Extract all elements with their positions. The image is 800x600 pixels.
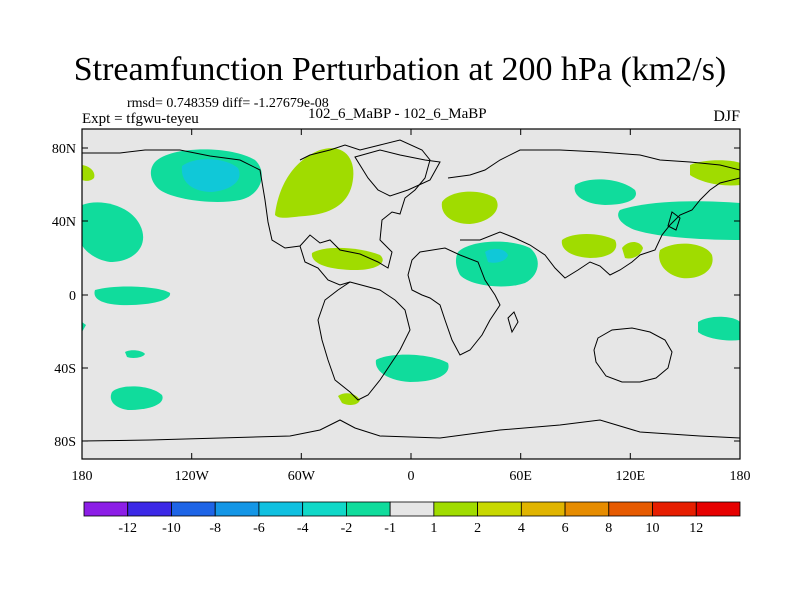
neg-core-north-pacific (181, 159, 240, 192)
pos-region-arabia (561, 234, 617, 258)
colorbar-swatch (171, 501, 216, 517)
colorbar-label: -2 (341, 521, 353, 536)
lat-tick-label: 0 (69, 289, 76, 304)
coast-central-america (299, 245, 351, 286)
colorbar-label: 12 (689, 521, 703, 536)
coast-japan (667, 211, 681, 231)
pos-region-north-america (275, 148, 354, 218)
colorbar-swatch (258, 501, 304, 517)
colorbar-swatch (345, 501, 391, 517)
colorbar-swatch (127, 501, 172, 517)
pos-region-atlantic (311, 247, 383, 270)
neg-region-pacific-40n (82, 202, 144, 262)
cases-label: 102_6_MaBP - 102_6_MaBP (308, 106, 487, 122)
colorbar-swatch (389, 501, 435, 517)
coast-eurasia (447, 149, 740, 279)
coast-madagascar (507, 311, 519, 334)
colorbar-label: 6 (562, 521, 569, 536)
coast-south-america (317, 281, 411, 401)
lon-tick-label: 180 (72, 469, 93, 484)
coast-africa (407, 247, 501, 356)
neg-region-north-asia (574, 179, 636, 205)
neg-region-south-pacific (110, 386, 163, 410)
coast-greenland (354, 149, 441, 197)
lat-tick-labels: 80N 40N 0 40S 80S (52, 142, 76, 450)
colorbar-labels: -12 -10 -8 -6 -4 -2 -1 1 2 4 6 8 10 12 (118, 521, 703, 536)
colorbar-label: 2 (474, 521, 481, 536)
coast-australia (593, 327, 673, 383)
neg-region-north-america-east (94, 286, 171, 306)
pos-region-west-pacific (659, 243, 713, 279)
colorbar-swatch (652, 501, 697, 517)
colorbar-swatch (608, 501, 653, 517)
colorbar-label: 4 (518, 521, 525, 536)
colorbar-label: 1 (430, 521, 437, 536)
neg-region-south-atlantic (375, 354, 449, 382)
colorbar-swatch (302, 501, 347, 517)
coast-antarctica (82, 419, 740, 442)
colorbar-swatch (83, 501, 129, 517)
lon-axis (81, 129, 741, 459)
colorbar-swatch (695, 501, 741, 517)
colorbar-label: -10 (162, 521, 181, 536)
lon-tick-labels: 180 120W 60W 0 60E 120E 180 (72, 469, 751, 484)
stats-label: rmsd= 0.748359 diff= -1.27679e-08 (127, 96, 329, 111)
lat-tick-label: 80S (54, 435, 76, 450)
colorbar-label: 8 (605, 521, 612, 536)
neg-region-south-indian (698, 316, 740, 341)
pos-region-west-edge (82, 165, 95, 181)
pos-region-india (622, 242, 643, 259)
lat-tick-label: 40S (54, 362, 76, 377)
colorbar-swatch (214, 501, 260, 517)
neg-region-africa-asia (455, 241, 538, 287)
colorbar-swatch (520, 501, 566, 517)
colorbar (83, 501, 741, 517)
pos-region-europe (441, 191, 498, 224)
neg-region-pacific-40n-east (82, 205, 86, 245)
colorbar-label: -1 (384, 521, 396, 536)
neg-region-small-pacific (125, 350, 145, 358)
map-title: Streamfunction Perturbation at 200 hPa (… (73, 51, 727, 88)
season-label: DJF (713, 108, 740, 125)
neg-core-africa-asia (485, 248, 508, 263)
lon-tick-label: 60E (509, 469, 532, 484)
colorbar-swatch (477, 501, 522, 517)
coastlines (82, 139, 740, 442)
lat-tick-label: 80N (52, 142, 76, 157)
lat-axis (82, 147, 740, 442)
colorbar-label: 10 (646, 521, 660, 536)
lon-tick-label: 60W (288, 469, 316, 484)
experiment-label: Expt = tfgwu-teyeu (82, 111, 199, 127)
lon-tick-label: 0 (408, 469, 415, 484)
neg-region-west-edge (82, 322, 86, 332)
lon-tick-label: 180 (730, 469, 751, 484)
colorbar-swatch (433, 501, 479, 517)
colorbar-label: -6 (253, 521, 265, 536)
lon-tick-label: 120E (616, 469, 646, 484)
lon-tick-label: 120W (175, 469, 210, 484)
lat-tick-label: 40N (52, 215, 76, 230)
coast-north-america (82, 139, 431, 269)
colorbar-label: -8 (209, 521, 221, 536)
colorbar-swatch (564, 501, 610, 517)
colorbar-label: -12 (118, 521, 137, 536)
colorbar-label: -4 (297, 521, 309, 536)
